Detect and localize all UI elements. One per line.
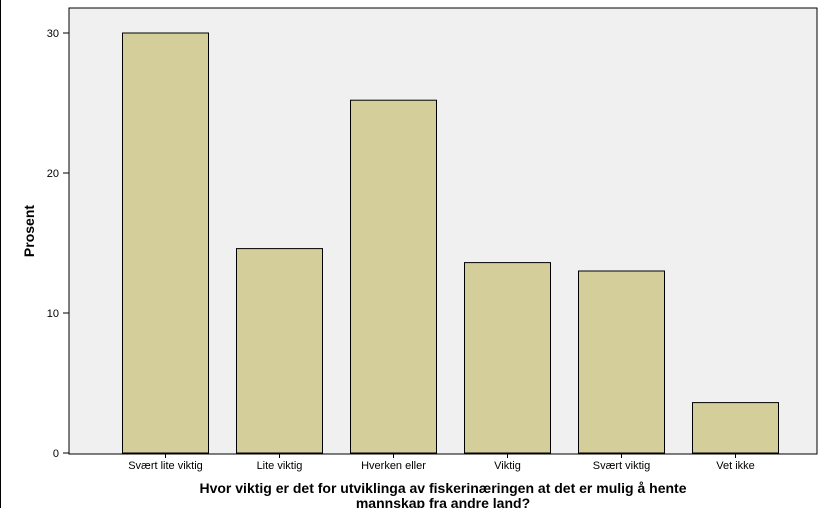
x-axis: Svært lite viktig Lite viktig Hverken elle… [128,454,755,472]
y-tick-label-0: 0 [53,448,59,460]
y-tick-label-20: 20 [47,168,59,180]
x-tick-label-3: Hverken eller [361,460,426,472]
x-tick-label-2: Lite viktig [257,460,303,472]
bar-1 [122,32,209,454]
y-axis-title: Prosent [21,205,37,257]
y-axis: 0 10 20 30 [47,28,69,460]
bars-group [122,32,779,454]
bar-3 [350,99,437,454]
x-axis-title-line-2: mannskap fra andre land? [356,495,530,508]
x-tick-label-4: Viktig [494,460,521,472]
bar-5 [578,270,665,454]
x-tick-label-6: Vet ikke [716,460,755,472]
bar-2 [236,248,323,454]
y-tick-label-10: 10 [47,308,59,320]
bar-6 [692,402,779,454]
x-tick-label-1: Svært lite viktig [128,460,203,472]
y-tick-label-30: 30 [47,28,59,40]
bar-4 [464,262,551,454]
x-axis-title-line-1: Hvor viktig er det for utviklinga av fis… [199,480,686,496]
x-tick-label-5: Svært viktig [593,460,650,472]
